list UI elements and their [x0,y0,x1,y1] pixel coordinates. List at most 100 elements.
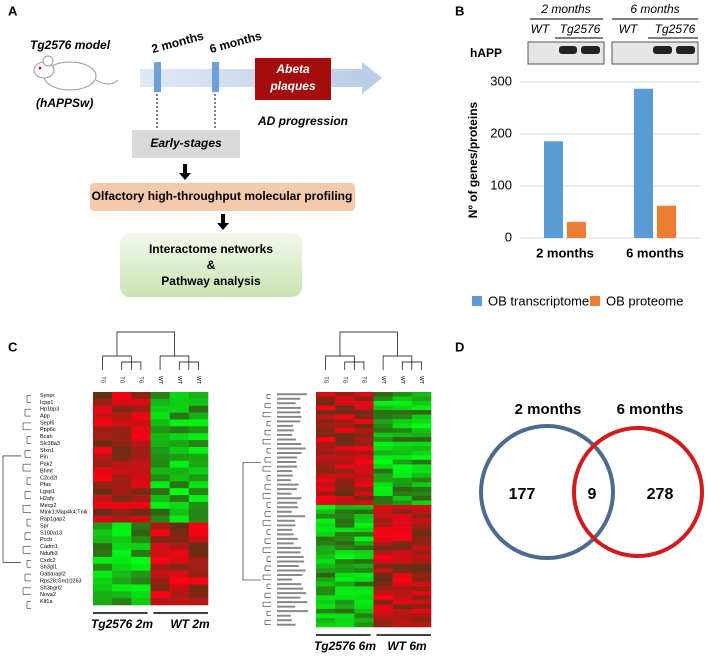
heatmap-cell [373,459,393,465]
heatmap-cell [411,441,432,447]
heatmap-cell [373,590,393,596]
heatmap-cell [150,412,170,420]
gene-label: Kif1a [40,599,53,605]
heatmap-cell [335,414,355,420]
dendrogram [22,587,31,595]
bar [657,205,676,238]
heatmap-cell [392,419,413,424]
heatmap-cell [373,613,393,619]
heatmap-cell [373,550,393,555]
heatmap-cell [354,617,374,623]
heatmap-cell [131,405,151,413]
heatmap-cell [411,599,432,605]
heatmap-cell [392,455,413,461]
heatmap-cell [354,396,374,402]
dendrogram [22,505,31,513]
heatmap-cell [373,604,393,610]
heatmap-cell [316,599,336,605]
heatmap-cell [335,450,355,456]
heatmap-cell [335,495,355,501]
heatmap-cell [316,527,336,533]
heatmap-cell [354,581,374,587]
heatmap-cell [411,473,432,479]
heatmap-cell [335,581,355,587]
lane-label: WT [619,22,639,36]
heatmap-cell [316,559,336,565]
heatmap-cell [169,501,190,510]
dendrogram [266,448,271,454]
dendrogram [26,436,31,444]
dendrogram [266,556,271,562]
heatmap-cell [373,495,393,501]
heatmap-cell [112,433,132,441]
plaques-box [255,58,331,100]
heatmap-cell [150,474,170,482]
heatmap-cell [112,446,132,455]
heatmap-cell [131,433,151,441]
heatmap-cell [335,572,355,578]
heatmap-cell [392,563,413,569]
heatmap-cell [392,392,413,397]
venn-label: 2 months [515,401,582,418]
heatmap-cell [411,572,432,578]
gene-label: S100a13 [40,530,62,536]
heatmap-cell [150,501,170,510]
column-label: WT [195,376,201,384]
heatmap-cell [93,536,113,544]
heatmap-cell [316,536,336,542]
heatmap-cell [411,405,432,411]
heatmap-cell [93,460,113,468]
heatmap-cell [373,572,393,578]
heatmap-cell [335,392,355,397]
group-label: Tg2576 6m [314,639,376,653]
heatmap-cell [316,491,336,497]
heatmap-cell [411,414,432,420]
heatmap-cell [373,396,393,402]
heatmap-cell [373,527,393,533]
model-label: Tg2576 model [30,38,111,52]
heatmap-cell [188,550,209,558]
heatmap-cell [335,446,355,452]
venn-label: 6 months [617,401,684,418]
heatmap-cell [169,440,190,448]
heatmap-cell [150,598,170,606]
dendrogram [262,466,271,472]
heatmap-cell [131,550,151,558]
dendrogram [2,455,21,563]
heatmap-cell [150,543,170,551]
panel-label: A [8,3,18,18]
heatmap-cell [392,432,413,438]
heatmap-cell [392,464,413,470]
profiling-label: Olfactory high-throughput molecular prof… [92,189,353,203]
heatmap-cell [373,405,393,411]
heatmap-cell [354,504,374,510]
legend-swatch [590,296,600,306]
dendrogram [266,610,271,616]
heatmap-cell [169,598,190,606]
heatmap-cell [411,432,432,438]
heatmap-cell [169,556,190,565]
heatmap-cell [411,617,432,623]
heatmap-cell [316,550,336,555]
heatmap-cell [411,613,432,619]
heatmap-cell [411,554,432,560]
heatmap-cell [150,392,170,400]
heatmap-cell [335,527,355,533]
heatmap-cell [112,570,132,578]
heatmap-cell [316,554,336,560]
heatmap-cell [335,604,355,610]
heatmap-cell [373,428,393,433]
heatmap-cell [373,577,393,583]
blot-time: 2 months [540,2,590,16]
heatmap-cell [316,468,336,474]
heatmap-cell [316,392,336,397]
dendrogram [24,408,31,417]
dendrogram [102,355,132,370]
heatmap-cell [392,608,413,614]
heatmap-cell [169,392,190,400]
progression-label: AD progression [257,114,348,128]
heatmap-cell [354,577,374,583]
heatmap-cell [131,398,151,407]
heatmap-cell [131,440,151,448]
dendrogram [22,422,31,431]
